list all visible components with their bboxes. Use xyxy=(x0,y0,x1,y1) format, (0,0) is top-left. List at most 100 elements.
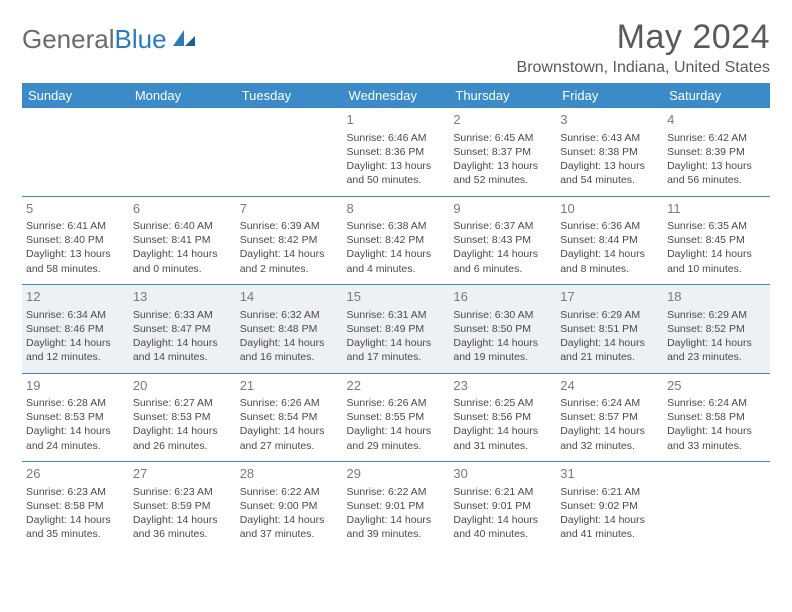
day-number: 2 xyxy=(453,111,552,129)
day-number: 24 xyxy=(560,377,659,395)
daylight-line: Daylight: 14 hours and 14 minutes. xyxy=(133,336,232,364)
sunset-line: Sunset: 9:01 PM xyxy=(453,499,552,513)
day-number: 30 xyxy=(453,465,552,483)
day-cell: 23Sunrise: 6:25 AMSunset: 8:56 PMDayligh… xyxy=(449,374,556,462)
daylight-line: Daylight: 14 hours and 21 minutes. xyxy=(560,336,659,364)
sunrise-line: Sunrise: 6:30 AM xyxy=(453,308,552,322)
day-number: 25 xyxy=(667,377,766,395)
week-row: 19Sunrise: 6:28 AMSunset: 8:53 PMDayligh… xyxy=(22,374,770,462)
sunset-line: Sunset: 8:54 PM xyxy=(240,410,339,424)
day-cell: 13Sunrise: 6:33 AMSunset: 8:47 PMDayligh… xyxy=(129,285,236,373)
day-cell xyxy=(129,108,236,196)
daylight-line: Daylight: 14 hours and 37 minutes. xyxy=(240,513,339,541)
sunrise-line: Sunrise: 6:25 AM xyxy=(453,396,552,410)
sunrise-line: Sunrise: 6:41 AM xyxy=(26,219,125,233)
daylight-line: Daylight: 14 hours and 33 minutes. xyxy=(667,424,766,452)
daylight-line: Daylight: 14 hours and 16 minutes. xyxy=(240,336,339,364)
day-cell: 8Sunrise: 6:38 AMSunset: 8:42 PMDaylight… xyxy=(343,197,450,285)
day-number: 12 xyxy=(26,288,125,306)
day-cell: 11Sunrise: 6:35 AMSunset: 8:45 PMDayligh… xyxy=(663,197,770,285)
weekday-header: Sunday xyxy=(22,83,129,108)
sunset-line: Sunset: 8:45 PM xyxy=(667,233,766,247)
daylight-line: Daylight: 14 hours and 0 minutes. xyxy=(133,247,232,275)
day-cell: 14Sunrise: 6:32 AMSunset: 8:48 PMDayligh… xyxy=(236,285,343,373)
sunrise-line: Sunrise: 6:40 AM xyxy=(133,219,232,233)
calendar-page: GeneralBlue May 2024 Brownstown, Indiana… xyxy=(0,0,792,560)
day-number: 1 xyxy=(347,111,446,129)
day-cell: 7Sunrise: 6:39 AMSunset: 8:42 PMDaylight… xyxy=(236,197,343,285)
day-cell: 26Sunrise: 6:23 AMSunset: 8:58 PMDayligh… xyxy=(22,462,129,550)
day-cell: 3Sunrise: 6:43 AMSunset: 8:38 PMDaylight… xyxy=(556,108,663,196)
week-row: 1Sunrise: 6:46 AMSunset: 8:36 PMDaylight… xyxy=(22,108,770,196)
sunrise-line: Sunrise: 6:29 AM xyxy=(667,308,766,322)
calendar-table: Sunday Monday Tuesday Wednesday Thursday… xyxy=(22,83,770,550)
day-cell: 21Sunrise: 6:26 AMSunset: 8:54 PMDayligh… xyxy=(236,374,343,462)
sunrise-line: Sunrise: 6:21 AM xyxy=(453,485,552,499)
daylight-line: Daylight: 14 hours and 29 minutes. xyxy=(347,424,446,452)
daylight-line: Daylight: 13 hours and 58 minutes. xyxy=(26,247,125,275)
location-subtitle: Brownstown, Indiana, United States xyxy=(517,59,770,77)
sunset-line: Sunset: 8:40 PM xyxy=(26,233,125,247)
month-title: May 2024 xyxy=(517,18,770,57)
sunrise-line: Sunrise: 6:26 AM xyxy=(240,396,339,410)
daylight-line: Daylight: 14 hours and 8 minutes. xyxy=(560,247,659,275)
sunset-line: Sunset: 8:39 PM xyxy=(667,145,766,159)
day-cell: 6Sunrise: 6:40 AMSunset: 8:41 PMDaylight… xyxy=(129,197,236,285)
sunrise-line: Sunrise: 6:32 AM xyxy=(240,308,339,322)
sunset-line: Sunset: 8:38 PM xyxy=(560,145,659,159)
brand-logo: GeneralBlue xyxy=(22,18,197,55)
day-number: 5 xyxy=(26,200,125,218)
sunrise-line: Sunrise: 6:46 AM xyxy=(347,131,446,145)
daylight-line: Daylight: 14 hours and 17 minutes. xyxy=(347,336,446,364)
sunset-line: Sunset: 9:02 PM xyxy=(560,499,659,513)
weekday-header: Tuesday xyxy=(236,83,343,108)
daylight-line: Daylight: 14 hours and 6 minutes. xyxy=(453,247,552,275)
sunrise-line: Sunrise: 6:28 AM xyxy=(26,396,125,410)
sunset-line: Sunset: 8:49 PM xyxy=(347,322,446,336)
day-number: 19 xyxy=(26,377,125,395)
sunset-line: Sunset: 8:42 PM xyxy=(347,233,446,247)
day-cell: 20Sunrise: 6:27 AMSunset: 8:53 PMDayligh… xyxy=(129,374,236,462)
day-cell: 28Sunrise: 6:22 AMSunset: 9:00 PMDayligh… xyxy=(236,462,343,550)
day-number: 8 xyxy=(347,200,446,218)
sunrise-line: Sunrise: 6:45 AM xyxy=(453,131,552,145)
day-number: 11 xyxy=(667,200,766,218)
day-cell: 31Sunrise: 6:21 AMSunset: 9:02 PMDayligh… xyxy=(556,462,663,550)
sunrise-line: Sunrise: 6:23 AM xyxy=(133,485,232,499)
daylight-line: Daylight: 14 hours and 24 minutes. xyxy=(26,424,125,452)
sunset-line: Sunset: 8:44 PM xyxy=(560,233,659,247)
day-number: 20 xyxy=(133,377,232,395)
sunrise-line: Sunrise: 6:34 AM xyxy=(26,308,125,322)
week-row: 26Sunrise: 6:23 AMSunset: 8:58 PMDayligh… xyxy=(22,462,770,550)
daylight-line: Daylight: 13 hours and 56 minutes. xyxy=(667,159,766,187)
day-number: 16 xyxy=(453,288,552,306)
day-cell: 5Sunrise: 6:41 AMSunset: 8:40 PMDaylight… xyxy=(22,197,129,285)
day-cell xyxy=(236,108,343,196)
day-cell: 27Sunrise: 6:23 AMSunset: 8:59 PMDayligh… xyxy=(129,462,236,550)
day-number: 13 xyxy=(133,288,232,306)
sunset-line: Sunset: 8:46 PM xyxy=(26,322,125,336)
day-number: 6 xyxy=(133,200,232,218)
daylight-line: Daylight: 13 hours and 52 minutes. xyxy=(453,159,552,187)
day-cell: 4Sunrise: 6:42 AMSunset: 8:39 PMDaylight… xyxy=(663,108,770,196)
sunset-line: Sunset: 8:47 PM xyxy=(133,322,232,336)
day-cell: 22Sunrise: 6:26 AMSunset: 8:55 PMDayligh… xyxy=(343,374,450,462)
brand-text-1: General xyxy=(22,24,115,55)
day-number: 22 xyxy=(347,377,446,395)
calendar-body: 1Sunrise: 6:46 AMSunset: 8:36 PMDaylight… xyxy=(22,108,770,550)
sunset-line: Sunset: 8:42 PM xyxy=(240,233,339,247)
sunset-line: Sunset: 8:48 PM xyxy=(240,322,339,336)
sunrise-line: Sunrise: 6:35 AM xyxy=(667,219,766,233)
day-number: 17 xyxy=(560,288,659,306)
sunrise-line: Sunrise: 6:23 AM xyxy=(26,485,125,499)
weekday-header-row: Sunday Monday Tuesday Wednesday Thursday… xyxy=(22,83,770,108)
sunrise-line: Sunrise: 6:37 AM xyxy=(453,219,552,233)
day-cell: 12Sunrise: 6:34 AMSunset: 8:46 PMDayligh… xyxy=(22,285,129,373)
sunset-line: Sunset: 8:37 PM xyxy=(453,145,552,159)
daylight-line: Daylight: 14 hours and 2 minutes. xyxy=(240,247,339,275)
sunrise-line: Sunrise: 6:42 AM xyxy=(667,131,766,145)
day-number: 15 xyxy=(347,288,446,306)
sunset-line: Sunset: 8:56 PM xyxy=(453,410,552,424)
sunrise-line: Sunrise: 6:43 AM xyxy=(560,131,659,145)
page-header: GeneralBlue May 2024 Brownstown, Indiana… xyxy=(22,18,770,77)
